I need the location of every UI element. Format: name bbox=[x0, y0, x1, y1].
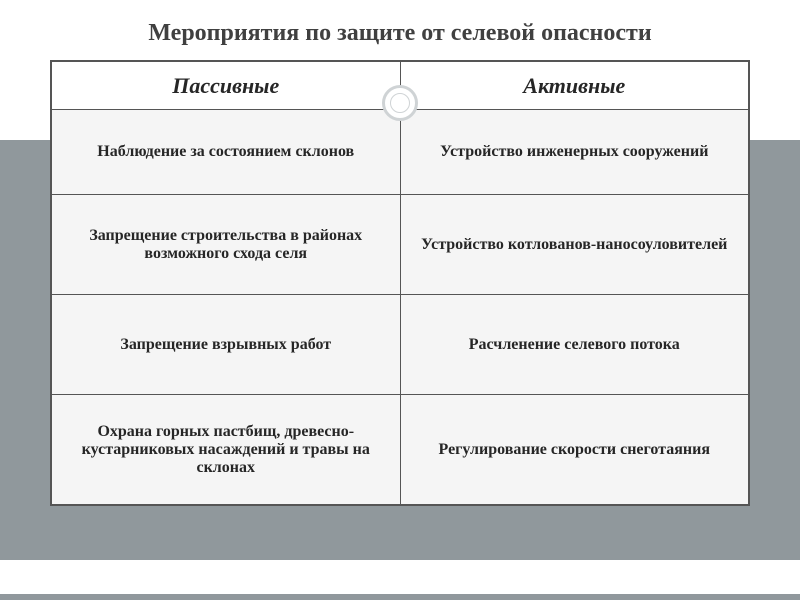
cell-left: Охрана горных пастбищ, древесно-кустарни… bbox=[52, 395, 401, 505]
page-title: Мероприятия по защите от селевой опаснос… bbox=[0, 20, 800, 47]
table-row: Запрещение строительства в районах возмо… bbox=[52, 195, 749, 295]
cell-right: Расчленение селевого потока bbox=[400, 295, 749, 395]
slide: Мероприятия по защите от селевой опаснос… bbox=[0, 0, 800, 600]
bottom-strip bbox=[0, 594, 800, 600]
header-left: Пассивные bbox=[52, 62, 401, 110]
table-row: Охрана горных пастбищ, древесно-кустарни… bbox=[52, 395, 749, 505]
cell-right: Регулирование скорости снеготаяния bbox=[400, 395, 749, 505]
table-row: Наблюдение за состоянием склонов Устройс… bbox=[52, 110, 749, 195]
center-circle-icon bbox=[382, 85, 418, 121]
cell-right: Устройство инженерных сооружений bbox=[400, 110, 749, 195]
cell-right: Устройство котлованов-наносоуловителей bbox=[400, 195, 749, 295]
cell-left: Наблюдение за состоянием склонов bbox=[52, 110, 401, 195]
table-row: Запрещение взрывных работ Расчленение се… bbox=[52, 295, 749, 395]
header-right: Активные bbox=[400, 62, 749, 110]
table: Пассивные Активные Наблюдение за состоян… bbox=[51, 61, 749, 505]
cell-left: Запрещение строительства в районах возмо… bbox=[52, 195, 401, 295]
comparison-table: Пассивные Активные Наблюдение за состоян… bbox=[50, 60, 750, 506]
cell-left: Запрещение взрывных работ bbox=[52, 295, 401, 395]
